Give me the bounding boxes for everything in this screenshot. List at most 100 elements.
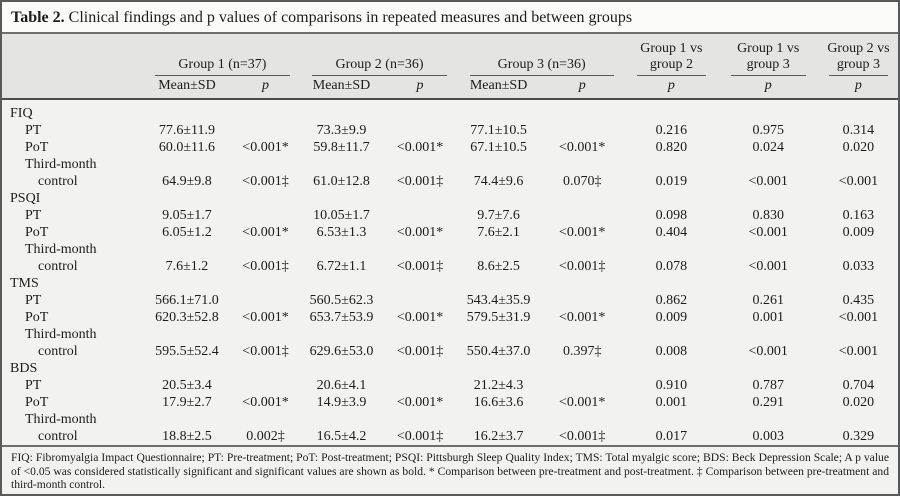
mean-sd-cell: 20.6±4.1	[316, 378, 367, 393]
header-corner	[2, 32, 144, 73]
header-rule-row	[2, 73, 898, 77]
table-row: control 64.9±9.8 <0.001‡ 61.0±12.8 <0.001‡ 74…	[2, 173, 898, 190]
mean-sd-cell: 9.05±1.7	[162, 208, 212, 223]
mean-sd-cell: 629.6±53.0	[309, 344, 374, 359]
p-value-cell: <0.001‡	[559, 429, 606, 444]
comparison2-header: Group 1 vs group 3	[717, 32, 819, 73]
row-label: control	[38, 259, 78, 274]
p-value-cell: <0.001‡	[559, 259, 606, 274]
p-comparison-cell: 0.017	[655, 429, 688, 444]
table-header: Group 1 (n=37) Group 2 (n=36) Group 3 (n…	[2, 32, 898, 100]
p-comparison-cell: <0.001	[838, 344, 879, 359]
table-row: Third-month	[2, 156, 898, 173]
mean-sd-cell: 6.53±1.3	[316, 225, 367, 240]
p-comparison-cell: 0.910	[655, 378, 688, 393]
p-comparison-cell: 0.019	[655, 174, 688, 189]
mean-sd-cell: 9.7±7.6	[477, 208, 520, 223]
p-comparison-cell: 0.001	[655, 395, 688, 410]
table-row: PoT 6.05±1.2 <0.001* 6.53±1.3 <0.001* 7.6±2.1…	[2, 224, 898, 241]
p-value-cell: 0.070‡	[562, 174, 602, 189]
mean-sd-cell: 61.0±12.8	[313, 174, 370, 189]
p-value-cell: <0.001*	[559, 395, 606, 410]
group3-header: Group 3 (n=36)	[458, 32, 626, 73]
group2-p-header: p	[382, 77, 459, 100]
mean-sd-cell: 64.9±9.8	[162, 174, 212, 189]
p-value-cell	[539, 207, 625, 224]
row-label: Third-month	[25, 327, 97, 342]
p-value-cell: <0.001*	[559, 310, 606, 325]
table-row: PoT 60.0±11.6 <0.001* 59.8±11.7 <0.001* 67.1±…	[2, 139, 898, 156]
group1-header: Group 1 (n=37)	[143, 32, 301, 73]
row-label: control	[38, 174, 78, 189]
p-value-cell	[230, 292, 301, 309]
mean-sd-cell: 560.5±62.3	[309, 293, 374, 308]
mean-sd-cell: 566.1±71.0	[155, 293, 219, 308]
comparison3-line1: Group 2 vs	[827, 41, 890, 56]
mean-sd-cell: 595.5±52.4	[155, 344, 219, 359]
mean-sd-cell: 59.8±11.7	[313, 140, 370, 155]
p-comparison-cell: 0.787	[752, 378, 784, 393]
p-value-cell: 0.002‡	[246, 429, 285, 444]
p-comparison-cell: 0.033	[842, 259, 875, 274]
p-value-cell	[230, 122, 301, 139]
row-label: PT	[25, 208, 42, 223]
p-comparison-cell: 0.024	[752, 140, 784, 155]
p-value-cell: <0.001*	[242, 140, 289, 155]
group2-rule	[301, 73, 458, 77]
table-caption: Clinical findings and p values of compar…	[68, 9, 633, 26]
p-comparison-cell: 0.435	[842, 293, 875, 308]
section-label: PSQI	[10, 191, 41, 206]
p-value-cell: <0.001*	[242, 395, 289, 410]
p-comparison-cell: 0.862	[655, 293, 688, 308]
p-value-cell: <0.001‡	[396, 429, 444, 444]
p-value-cell: <0.001*	[242, 225, 289, 240]
mean-sd-cell: 17.9±2.7	[162, 395, 212, 410]
mean-sd-cell: 60.0±11.6	[158, 140, 216, 155]
group2-header: Group 2 (n=36)	[300, 32, 459, 73]
comparison1-p-header: p	[625, 77, 718, 100]
table-number: Table 2.	[11, 9, 65, 26]
mean-sd-cell: 67.1±10.5	[470, 140, 527, 155]
p-comparison-cell: 0.020	[842, 140, 875, 155]
section-row: FIQ	[2, 105, 898, 122]
group1-rule	[144, 73, 301, 77]
p-comparison-cell: 0.704	[842, 378, 875, 393]
p-value-cell: <0.001*	[396, 395, 444, 410]
mean-sd-cell: 21.2±4.3	[473, 378, 524, 393]
comparison3-header: Group 2 vs group 3	[818, 32, 898, 73]
comparison2-line1: Group 1 vs	[737, 41, 800, 56]
p-value-cell	[230, 207, 301, 224]
comparison3-line2: group 3	[836, 57, 881, 72]
group3-p-header: p	[539, 77, 626, 100]
p-comparison-cell: 0.009	[842, 225, 875, 240]
p-value-cell	[382, 377, 458, 394]
p-value-cell: <0.001*	[396, 310, 444, 325]
p-comparison-cell: <0.001	[748, 225, 788, 240]
mean-sd-cell: 579.5±31.9	[466, 310, 531, 325]
comparison1-line1: Group 1 vs	[640, 41, 703, 56]
p-value-cell	[382, 207, 458, 224]
mean-sd-cell: 543.4±35.9	[466, 293, 531, 308]
p-comparison-cell: 0.216	[655, 123, 688, 138]
mean-sd-cell: 6.05±1.2	[162, 225, 212, 240]
p-value-cell	[230, 377, 301, 394]
row-label: PoT	[25, 395, 49, 410]
mean-sd-cell: 20.5±3.4	[162, 378, 212, 393]
section-label: BDS	[10, 361, 38, 376]
p-comparison-cell: 0.329	[842, 429, 875, 444]
mean-sd-cell: 7.6±2.1	[477, 225, 520, 240]
p-value-cell: <0.001*	[242, 310, 289, 325]
p-comparison-cell: 0.163	[842, 208, 875, 223]
row-label: Third-month	[25, 412, 97, 427]
table-title: Table 2. Clinical findings and p values …	[2, 2, 898, 32]
mean-sd-cell: 77.1±10.5	[470, 123, 527, 138]
table-row: control 7.6±1.2 <0.001‡ 6.72±1.1 <0.001‡ 8.6±…	[2, 258, 898, 275]
section-row: TMS	[2, 275, 898, 292]
p-comparison-cell: 0.020	[842, 395, 875, 410]
p-comparison-cell: 0.830	[752, 208, 784, 223]
mean-sd-cell: 550.4±37.0	[466, 344, 531, 359]
mean-sd-cell: 73.3±9.9	[316, 123, 367, 138]
row-label: control	[38, 344, 78, 359]
p-value-cell	[539, 292, 625, 309]
p-comparison-cell: <0.001	[748, 259, 788, 274]
